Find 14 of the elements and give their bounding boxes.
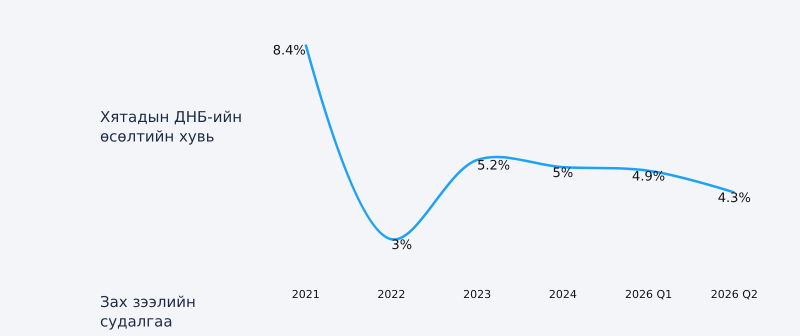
data-label: 4.9% [632, 170, 666, 185]
x-tick-label: 2026 Q2 [710, 288, 758, 301]
x-tick-label: 2021 [292, 288, 320, 301]
data-label: 8.4% [272, 43, 306, 58]
data-label: 5% [552, 166, 574, 181]
data-label: 5.2% [477, 158, 510, 174]
x-tick-label: 2022 [377, 288, 406, 301]
text: Зах зээлийн судалгаа [100, 293, 196, 330]
data-label: 3% [391, 238, 412, 254]
x-tick-label: 2023 [463, 288, 492, 301]
x-tick-label: 2024 [548, 288, 577, 301]
x-tick-label: 2026 Q1 [624, 288, 672, 301]
text: Хятадын ДНБ-ийн өсөлтийн хувь [100, 108, 242, 146]
data-label: 4.3% [718, 191, 751, 206]
